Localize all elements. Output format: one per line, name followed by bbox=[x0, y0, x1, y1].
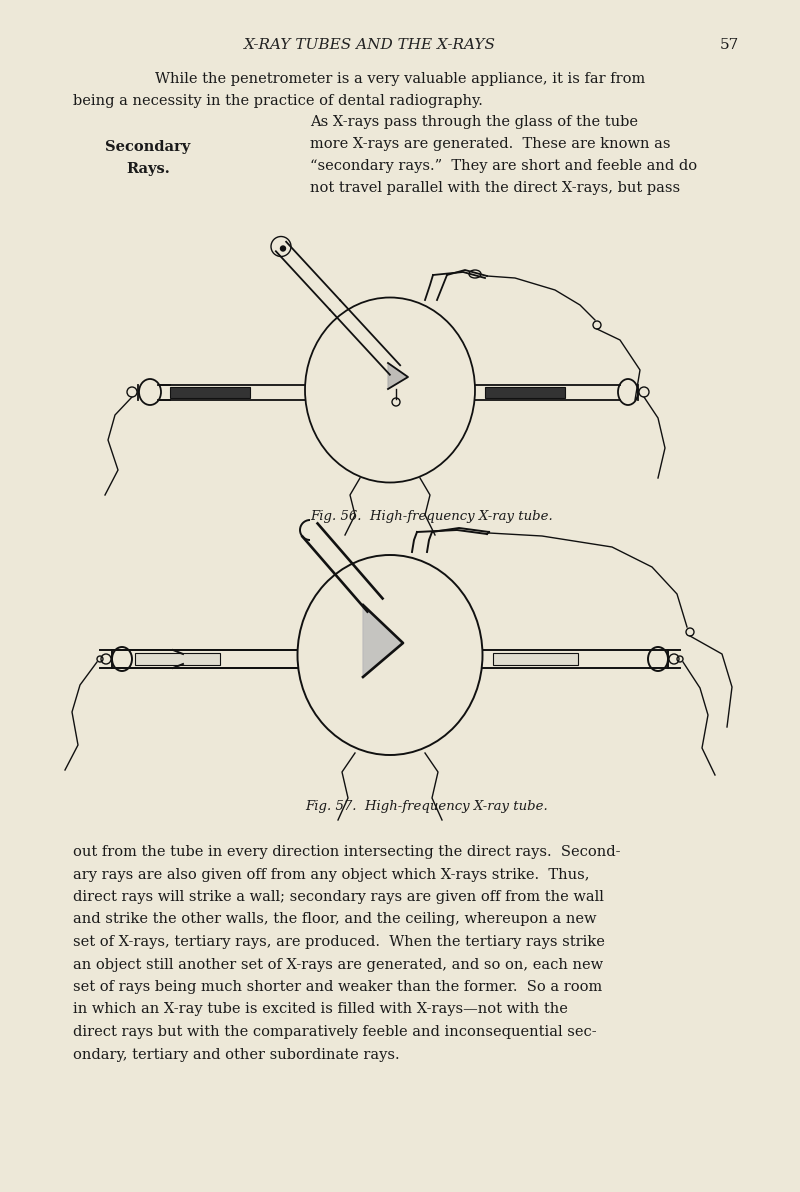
Text: direct rays will strike a wall; secondary rays are given off from the wall: direct rays will strike a wall; secondar… bbox=[73, 890, 604, 904]
Text: more X-rays are generated.  These are known as: more X-rays are generated. These are kno… bbox=[310, 137, 670, 151]
Text: ondary, tertiary and other subordinate rays.: ondary, tertiary and other subordinate r… bbox=[73, 1048, 400, 1062]
Text: set of rays being much shorter and weaker than the former.  So a room: set of rays being much shorter and weake… bbox=[73, 980, 602, 994]
Text: ary rays are also given off from any object which X-rays strike.  Thus,: ary rays are also given off from any obj… bbox=[73, 868, 590, 882]
Bar bbox=[170, 387, 250, 398]
Text: Fig. 57.  High-frequency X-ray tube.: Fig. 57. High-frequency X-ray tube. bbox=[305, 800, 548, 813]
Text: 57: 57 bbox=[720, 38, 739, 52]
Text: Secondary: Secondary bbox=[106, 139, 190, 154]
Text: While the penetrometer is a very valuable appliance, it is far from: While the penetrometer is a very valuabl… bbox=[155, 72, 645, 86]
Bar bbox=[135, 653, 220, 665]
Text: Rays.: Rays. bbox=[126, 162, 170, 176]
Text: set of X-rays, tertiary rays, are produced.  When the tertiary rays strike: set of X-rays, tertiary rays, are produc… bbox=[73, 935, 605, 949]
Text: Fig. 56.  High-frequency X-ray tube.: Fig. 56. High-frequency X-ray tube. bbox=[310, 510, 553, 523]
Bar bbox=[485, 387, 565, 398]
Text: in which an X-ray tube is excited is filled with X-rays—not with the: in which an X-ray tube is excited is fil… bbox=[73, 1002, 568, 1017]
Text: not travel parallel with the direct X-rays, but pass: not travel parallel with the direct X-ra… bbox=[310, 181, 680, 195]
Text: X-RAY TUBES AND THE X-RAYS: X-RAY TUBES AND THE X-RAYS bbox=[244, 38, 496, 52]
Text: and strike the other walls, the floor, and the ceiling, whereupon a new: and strike the other walls, the floor, a… bbox=[73, 913, 597, 926]
Text: “secondary rays.”  They are short and feeble and do: “secondary rays.” They are short and fee… bbox=[310, 159, 697, 173]
Bar bbox=[493, 653, 578, 665]
Text: being a necessity in the practice of dental radiography.: being a necessity in the practice of den… bbox=[73, 94, 483, 108]
Polygon shape bbox=[363, 606, 403, 677]
Text: out from the tube in every direction intersecting the direct rays.  Second-: out from the tube in every direction int… bbox=[73, 845, 621, 859]
Text: an object still another set of X-rays are generated, and so on, each new: an object still another set of X-rays ar… bbox=[73, 957, 603, 971]
Circle shape bbox=[281, 246, 286, 252]
Text: As X-rays pass through the glass of the tube: As X-rays pass through the glass of the … bbox=[310, 114, 638, 129]
Text: direct rays but with the comparatively feeble and inconsequential sec-: direct rays but with the comparatively f… bbox=[73, 1025, 597, 1039]
Polygon shape bbox=[388, 364, 408, 389]
